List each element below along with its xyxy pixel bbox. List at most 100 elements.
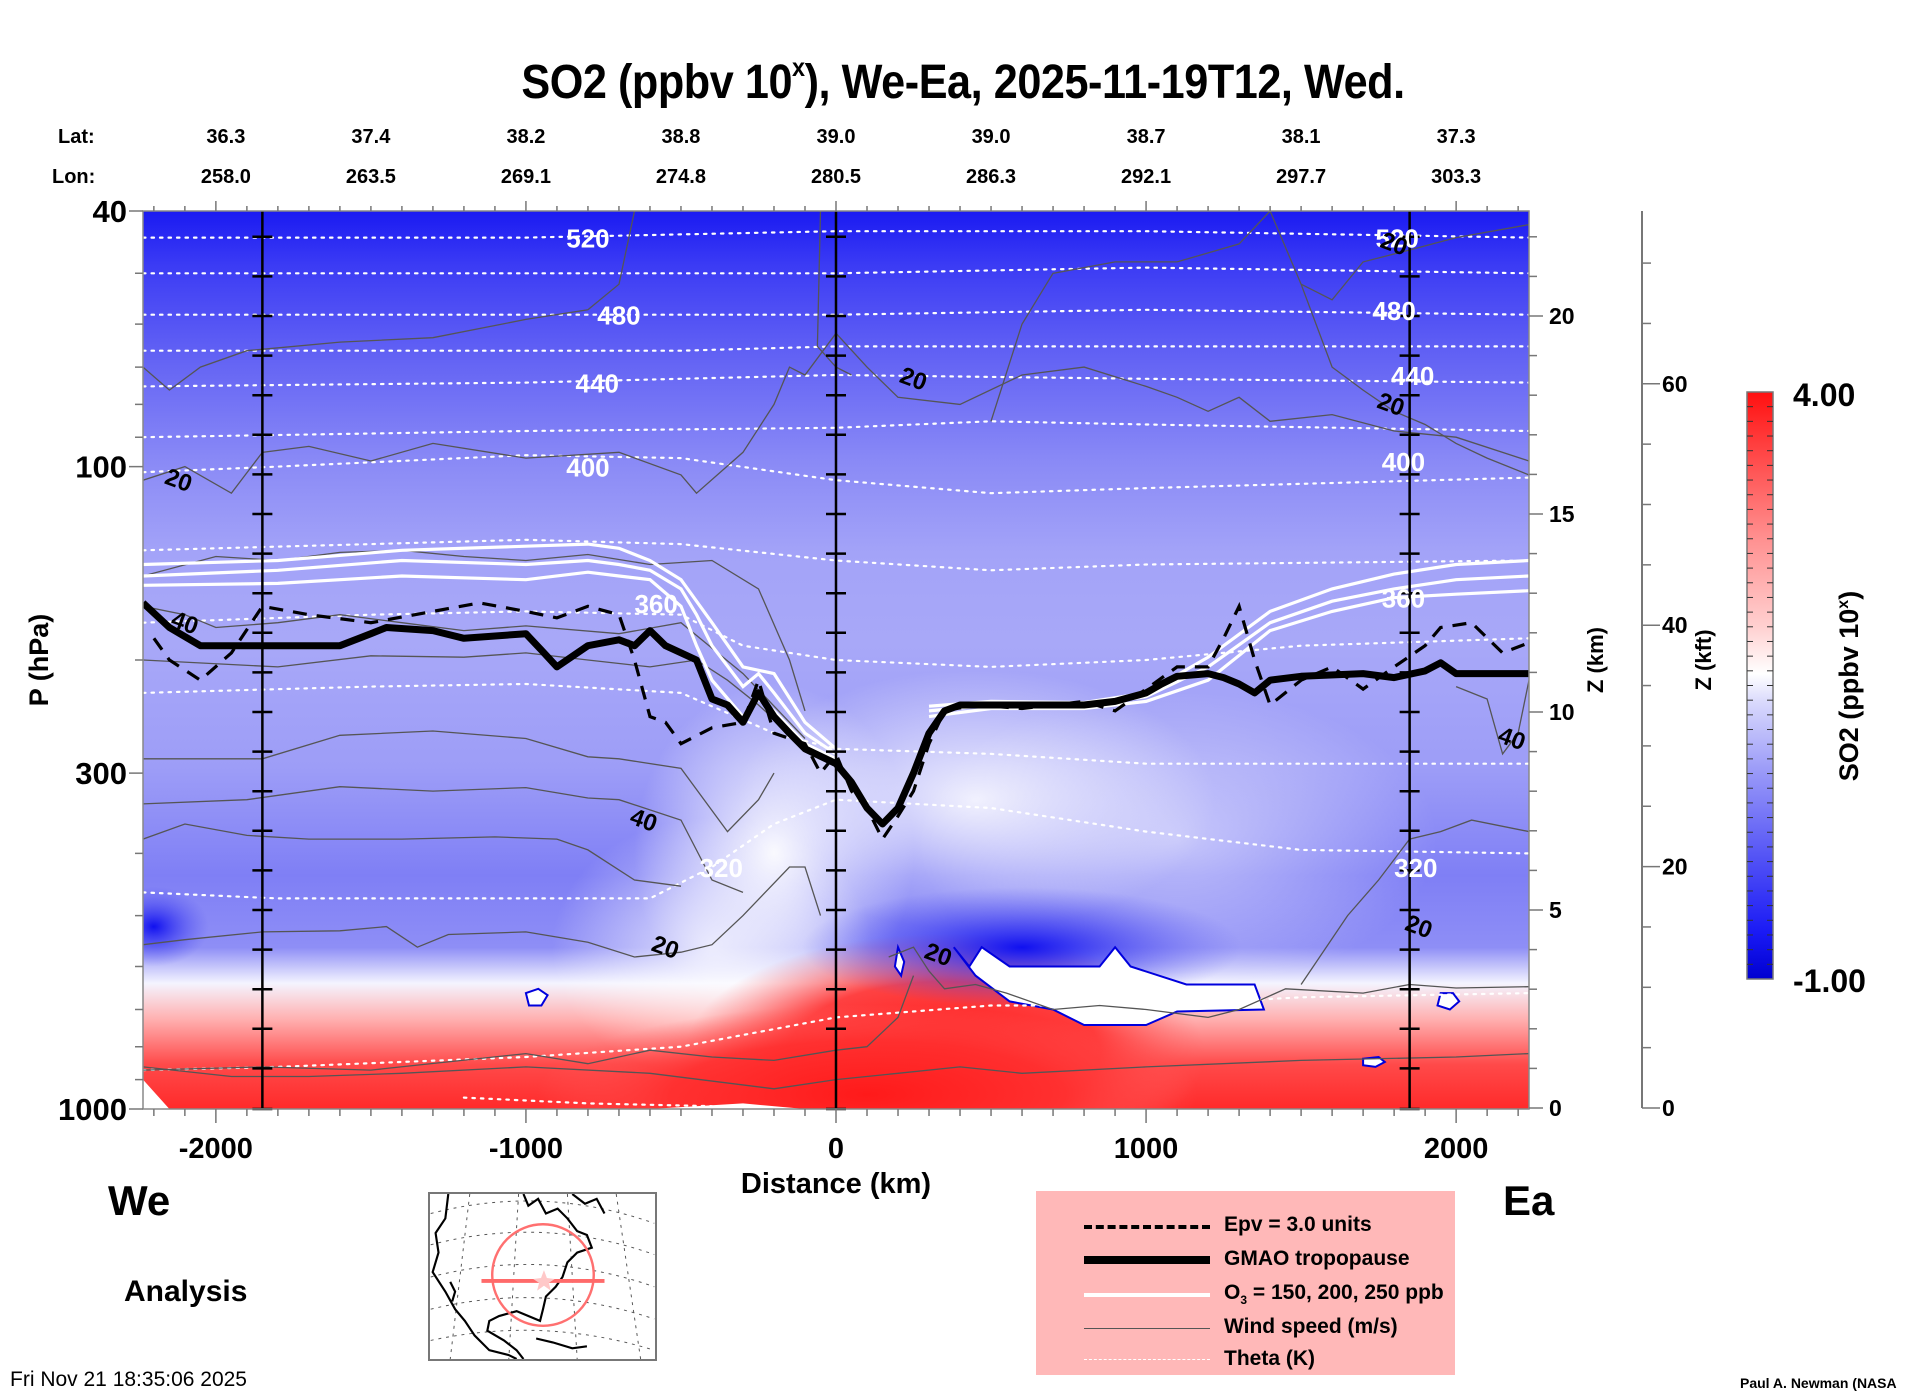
lat-value: 39.0 <box>971 126 1011 148</box>
zkm-tick-label: 5 <box>1549 897 1562 923</box>
y-tick-label: 1000 <box>58 1092 127 1127</box>
theta-line <box>143 454 1529 495</box>
missing-data-region <box>1436 992 1461 1011</box>
zkm-tick-label: 10 <box>1549 699 1575 725</box>
vertical-profile-markers <box>252 211 1420 1111</box>
tropopause-thick-line <box>143 600 1529 828</box>
legend-swatch-thin <box>1084 1328 1210 1329</box>
theta-label: 520 <box>1376 224 1419 254</box>
y-tick-label: 300 <box>75 756 127 791</box>
theta-line <box>143 308 1529 316</box>
theta-label: 320 <box>700 853 743 883</box>
theta-line <box>143 798 1529 900</box>
theta-line <box>143 266 1529 275</box>
lon-value: 274.8 <box>655 166 706 188</box>
center-star-icon <box>533 1270 555 1291</box>
zkft-tick-label: 0 <box>1662 1095 1675 1121</box>
legend-swatch-dashed <box>1084 1225 1210 1229</box>
theta-line <box>143 610 1529 669</box>
x-tick-label: -1000 <box>489 1133 563 1165</box>
legend-label: Epv = 3.0 units <box>1224 1213 1372 1236</box>
tropopause-line <box>143 600 1529 828</box>
colorbar-max-label: 4.00 <box>1793 377 1855 413</box>
credit-text: Paul A. Newman (NASA <box>1740 1375 1897 1391</box>
lat-value: 38.8 <box>661 126 701 148</box>
lat-value: 38.1 <box>1281 126 1321 148</box>
map-transect-marker <box>481 1223 605 1328</box>
colorbar-min-label: -1.00 <box>1793 963 1866 999</box>
lon-value: 292.1 <box>1121 166 1172 188</box>
theta-label: 440 <box>1391 361 1434 391</box>
wind-speed-line <box>1455 680 1529 756</box>
wind-speed-line <box>143 975 915 1071</box>
x-tick-label: 2000 <box>1424 1133 1489 1165</box>
wind-speed-line <box>143 823 682 887</box>
zkft-tick-label: 40 <box>1662 612 1688 638</box>
theta-label: 400 <box>1382 447 1425 477</box>
wind-speed-line <box>143 786 744 894</box>
legend-swatch-dotted <box>1084 1359 1210 1360</box>
legend-swatch-thick <box>1084 1256 1210 1264</box>
legend-label-main: O <box>1224 1281 1241 1304</box>
lon-row-label: Lon: <box>52 166 96 188</box>
colorbar-title: SO2 (ppbv 10x) <box>1834 591 1864 781</box>
colorbar-ticks <box>1747 406 1773 965</box>
legend-label: GMAO tropopause <box>1224 1247 1410 1270</box>
theta-label: 440 <box>576 369 619 399</box>
chart-title: SO2 (ppbv 10x), We-Ea, 2025-11-19T12, We… <box>96 52 1829 110</box>
lon-value: 286.3 <box>966 166 1017 188</box>
theta-label: 320 <box>1394 853 1437 883</box>
legend-item-wind: Wind speed (m/s) <box>1036 1311 1455 1345</box>
lon-value: 269.1 <box>500 166 551 188</box>
lat-value: 39.0 <box>816 126 856 148</box>
wind-speed-line <box>143 866 822 958</box>
theta-line <box>462 1096 714 1108</box>
colorbar-title-main: SO2 (ppbv 10 <box>1834 609 1864 782</box>
missing-data-region <box>953 945 1266 1026</box>
map-graticule <box>430 1194 655 1359</box>
lat-value: 37.3 <box>1436 126 1476 148</box>
zkm-axis-title: Z (km) <box>1583 627 1608 693</box>
theta-label: 360 <box>634 589 677 619</box>
legend-label: Theta (K) <box>1224 1347 1315 1370</box>
theta-line <box>143 230 1529 239</box>
x-tick-label: -2000 <box>179 1133 253 1165</box>
zkm-tick-label: 20 <box>1549 303 1575 329</box>
colorbar-title-sup: x <box>1835 600 1852 609</box>
theta-line <box>143 373 1529 388</box>
lat-value: 38.2 <box>506 126 546 148</box>
zkft-tick-label: 20 <box>1662 854 1688 880</box>
lon-value: 258.0 <box>200 166 251 188</box>
zkft-axis-title: Z (kft) <box>1691 629 1716 690</box>
wind-speed-line <box>888 946 1529 1019</box>
zkm-tick-label: 0 <box>1549 1095 1562 1121</box>
colorbar-title-end: ) <box>1834 591 1864 600</box>
theta-label: 400 <box>566 453 609 483</box>
theta-label: 480 <box>1372 296 1415 326</box>
x-tick-label: 0 <box>828 1133 844 1165</box>
y-axis-title: P (hPa) <box>24 614 54 707</box>
lon-value: 297.7 <box>1276 166 1327 188</box>
x-tick-label: 1000 <box>1114 1133 1179 1165</box>
wind-speed-line <box>143 605 806 739</box>
lon-value: 263.5 <box>345 166 396 188</box>
theta-line <box>143 345 1529 352</box>
ozone-line <box>143 542 838 751</box>
plot-area <box>143 211 1529 1109</box>
theta-label: 360 <box>1382 584 1425 614</box>
zkft-tick-label: 60 <box>1662 371 1688 397</box>
legend-item-tropopause: GMAO tropopause <box>1036 1243 1455 1277</box>
title-rest: ), We-Ea, 2025-11-19T12, Wed. <box>804 56 1405 109</box>
legend-item-epv: Epv = 3.0 units <box>1036 1209 1455 1243</box>
theta-labels: 520 480 440 400 360 320 520 480 440 400 360 320 <box>566 224 1437 883</box>
title-superscript: x <box>792 52 805 82</box>
timestamp: Fri Nov 21 18:35:06 2025 <box>10 1368 247 1391</box>
ozone-line <box>143 558 837 756</box>
east-label: Ea <box>1503 1177 1555 1224</box>
legend-label-rest: = 150, 200, 250 ppb <box>1247 1281 1444 1304</box>
theta-line <box>143 538 1529 572</box>
axes: -2000 -1000 0 1000 2000 40 100 300 1000 0 5 10 15 20 0… <box>58 194 1688 1165</box>
analysis-label: Analysis <box>124 1275 248 1308</box>
lon-value: 280.5 <box>810 166 862 188</box>
